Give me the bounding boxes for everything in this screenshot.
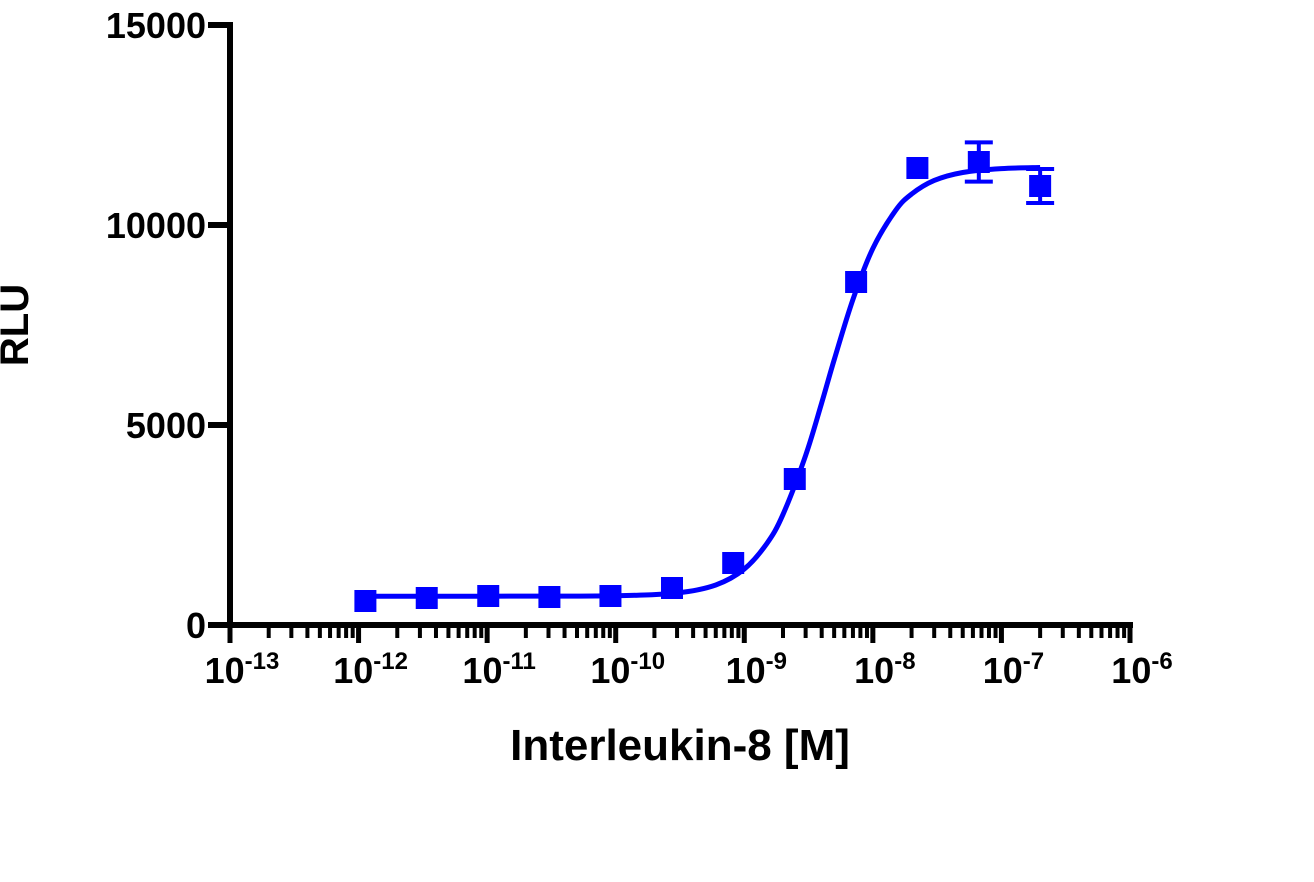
x-tick-label: 10-6	[1111, 648, 1172, 691]
fit-curve	[358, 164, 1041, 599]
x-axis-label: Interleukin-8 [M]	[510, 721, 850, 770]
y-tick-label: 10000	[106, 205, 206, 246]
data-point	[722, 552, 745, 574]
y-axis-label: RLU	[0, 284, 37, 366]
y-tick-label: 5000	[126, 405, 206, 446]
x-tick-label: 10-12	[333, 648, 408, 691]
x-tick-exponent: -6	[1151, 648, 1172, 675]
y-tick-label: 0	[186, 605, 206, 646]
data-point	[967, 151, 990, 173]
data-point	[906, 157, 929, 179]
x-tick-base: 10	[462, 650, 502, 691]
x-tick-base: 10	[854, 650, 894, 691]
data-point	[415, 587, 438, 609]
data-point	[538, 586, 561, 608]
x-tick-exponent: -7	[1023, 648, 1044, 675]
data-point	[477, 585, 500, 607]
data-point	[599, 585, 622, 607]
x-tick-base: 10	[1111, 650, 1151, 691]
x-tick-label: 10-13	[205, 648, 280, 691]
y-tick-label: 15000	[106, 5, 206, 46]
x-tick-exponent: -11	[502, 648, 535, 675]
x-tick-exponent: -13	[245, 648, 280, 675]
x-tick-base: 10	[590, 650, 630, 691]
data-point	[845, 271, 868, 293]
x-tick-base: 10	[726, 650, 766, 691]
x-tick-label: 10-11	[462, 648, 535, 691]
x-tick-label: 10-7	[983, 648, 1044, 691]
x-tick-exponent: -12	[373, 648, 408, 675]
x-tick-label: 10-9	[726, 648, 787, 691]
data-point	[660, 577, 683, 599]
data-point	[354, 590, 377, 612]
x-tick-base: 10	[333, 650, 373, 691]
data-point	[1029, 175, 1052, 197]
x-tick-exponent: -10	[630, 648, 665, 675]
x-tick-label: 10-8	[854, 648, 915, 691]
x-tick-exponent: -8	[894, 648, 915, 675]
x-tick-exponent: -9	[766, 648, 787, 675]
data-point	[783, 468, 806, 490]
x-tick-label: 10-10	[590, 648, 665, 691]
x-tick-base: 10	[983, 650, 1023, 691]
x-tick-base: 10	[205, 650, 245, 691]
